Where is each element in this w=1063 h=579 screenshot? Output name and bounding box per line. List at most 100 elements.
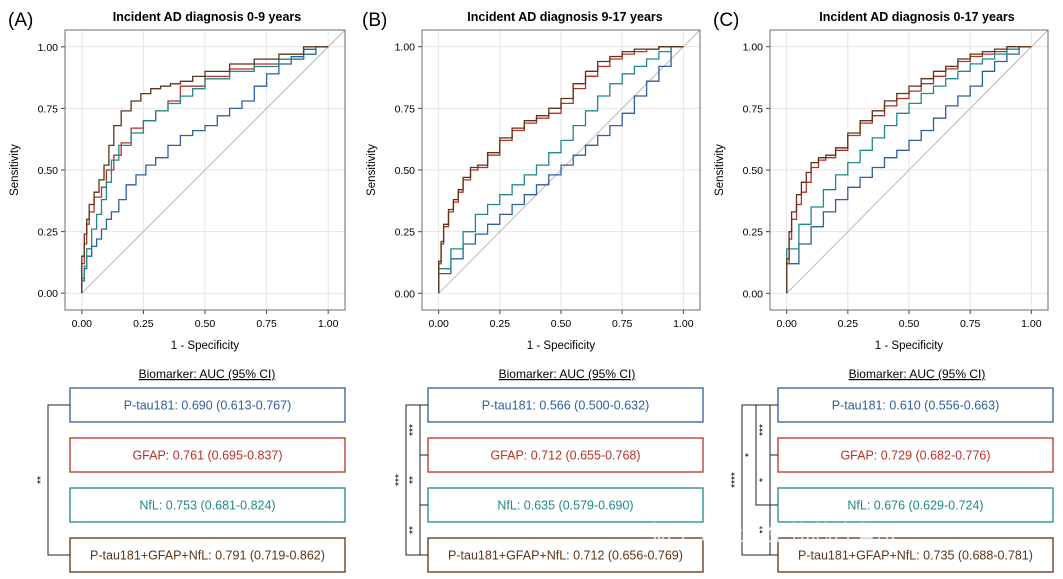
panel-b-roc-ptau xyxy=(438,46,684,294)
panel-c-xtick-label-2: 0.50 xyxy=(899,318,920,330)
panel-a-legend-label-gfap: GFAP: 0.761 (0.695-0.837) xyxy=(132,449,282,463)
panel-b-legend: P-tau181: 0.566 (0.500-0.632) GFAP: 0.712… xyxy=(394,387,704,573)
panel-b-ytick-label-2: 0.50 xyxy=(395,165,416,177)
panel-b-plot: 0.00 0.00 0.25 0.25 0.50 0.50 0.75 0.75 1.00 1.00… xyxy=(366,29,701,352)
panel-a-title: Incident AD diagnosis 0-9 years xyxy=(113,10,302,24)
panel-a-ylabel: Sensitivity xyxy=(9,144,21,196)
panel-b-legend-box-gfap xyxy=(427,437,704,473)
panel-c-reference-line xyxy=(786,29,1049,294)
panel-c-legend-header: Biomarker: AUC (95% CI) xyxy=(849,367,986,381)
panel-a-plot: 0.00 0.00 0.25 0.25 0.50 0.50 0.75 0.75 1.00 1.00… xyxy=(9,29,346,352)
panel-a-plot-frame xyxy=(64,29,346,311)
panel-a-legend-label-ptau: P-tau181: 0.690 (0.613-0.767) xyxy=(124,399,291,413)
panel-c-legend-label-gfap: GFAP: 0.729 (0.682-0.776) xyxy=(840,449,990,463)
panel-c-roc-nfl xyxy=(786,46,1032,294)
panel-c-ytick-label-3: 0.75 xyxy=(743,103,764,115)
watermark-text: 知乎 @上海生物芯片有限... xyxy=(650,521,917,546)
panel-a-legend-box-gfap xyxy=(69,437,346,473)
panel-c-comparison-bracket-1 xyxy=(769,454,778,506)
panel-b-significance-stars-1: ** xyxy=(408,476,419,484)
panel-a-ytick-label-2: 0.50 xyxy=(38,165,59,177)
panel-b-legend-label-ptau: P-tau181: 0.566 (0.500-0.632) xyxy=(482,399,649,413)
panel-c-legend-label-combo: P-tau181+GFAP+NfL: 0.735 (0.688-0.781) xyxy=(798,549,1033,563)
panel-c-legend: P-tau181: 0.610 (0.556-0.663) GFAP: 0.729… xyxy=(730,387,1054,573)
panel-b-comparison-bracket-2 xyxy=(419,504,428,556)
panel-b-comparison-bracket-3 xyxy=(405,404,428,556)
panel-a-legend-header: Biomarker: AUC (95% CI) xyxy=(139,367,276,381)
panel-b-plot-frame xyxy=(421,29,701,311)
panel-b-xlabel: 1 - Specificity xyxy=(527,340,596,352)
panel-b: (B) Incident AD diagnosis 9-17 years 0.0… xyxy=(362,10,704,573)
panel-a-xtick-label-4: 1.00 xyxy=(318,318,339,330)
panel-a-roc-combo xyxy=(81,46,329,294)
panel-b-legend-label-gfap: GFAP: 0.712 (0.655-0.768) xyxy=(490,449,640,463)
panel-c-ytick-label-4: 1.00 xyxy=(743,42,764,54)
panel-a-legend-box-nfl xyxy=(69,487,346,523)
panel-b-xtick-label-3: 0.75 xyxy=(612,318,633,330)
panel-c-roc-ptau xyxy=(786,46,1032,294)
panel-c-ytick-label-1: 0.25 xyxy=(743,227,764,239)
panel-b-legend-box-combo xyxy=(427,537,704,573)
panel-a-roc-nfl xyxy=(81,46,329,294)
panel-b-title: Incident AD diagnosis 9-17 years xyxy=(467,10,662,24)
panel-a-ytick-label-4: 1.00 xyxy=(38,42,59,54)
panel-c-significance-stars-4: **** xyxy=(730,472,741,488)
panel-a-roc-ptau xyxy=(81,46,329,294)
panel-b-legend-label-nfl: NfL: 0.635 (0.579-0.690) xyxy=(497,499,633,513)
panel-b-significance-stars-2: ** xyxy=(408,526,419,534)
panel-b-xtick-label-2: 0.50 xyxy=(551,318,572,330)
panel-a-xtick-label-2: 0.50 xyxy=(195,318,216,330)
panel-a-legend-label-combo: P-tau181+GFAP+NfL: 0.791 (0.719-0.862) xyxy=(90,549,325,563)
panel-c-comparison-bracket-4 xyxy=(741,404,778,556)
panel-a-significance-stars-0: ** xyxy=(36,476,47,484)
panel-a-xtick-label-1: 0.25 xyxy=(133,318,154,330)
panel-c-letter: (C) xyxy=(713,10,739,31)
panel-b-roc-combo xyxy=(438,46,684,294)
panel-b-comparison-bracket-1 xyxy=(419,454,428,506)
panel-a-legend: P-tau181: 0.690 (0.613-0.767) GFAP: 0.761… xyxy=(36,387,346,573)
panel-b-ytick-label-3: 0.75 xyxy=(395,103,416,115)
panel-c-significance-stars-1: * xyxy=(758,478,769,482)
panel-b-ytick-label-4: 1.00 xyxy=(395,42,416,54)
panel-a-legend-box-combo xyxy=(69,537,346,573)
panel-a-xtick-label-0: 0.00 xyxy=(72,318,93,330)
panel-c-xtick-label-0: 0.00 xyxy=(776,318,797,330)
panel-b-significance-stars-3: *** xyxy=(394,474,405,486)
panel-a-comparison-bracket-0 xyxy=(47,404,70,556)
panel-b-ylabel: Sensitivity xyxy=(366,144,378,196)
panel-c-ylabel: Sensitivity xyxy=(714,144,726,196)
panel-c-legend-label-nfl: NfL: 0.676 (0.629-0.724) xyxy=(847,499,983,513)
panel-c-significance-stars-2: ** xyxy=(758,526,769,534)
panel-b-roc-nfl xyxy=(438,46,684,294)
panel-c-plot-frame xyxy=(769,29,1049,311)
panel-c-significance-stars-3: * xyxy=(744,453,755,457)
panel-b-reference-line xyxy=(438,29,701,294)
panel-a-ytick-label-0: 0.00 xyxy=(38,288,59,300)
panel-b-ytick-label-1: 0.25 xyxy=(395,227,416,239)
panel-a-ytick-label-1: 0.25 xyxy=(38,227,59,239)
panel-c-legend-box-combo xyxy=(777,537,1054,573)
panel-c-ytick-label-0: 0.00 xyxy=(743,288,764,300)
panel-c-legend-box-nfl xyxy=(777,487,1054,523)
panel-b-legend-label-combo: P-tau181+GFAP+NfL: 0.712 (0.656-0.769) xyxy=(448,549,683,563)
panel-b-xtick-label-1: 0.25 xyxy=(490,318,511,330)
panel-b-significance-stars-0: *** xyxy=(408,424,419,436)
panel-a: (A) Incident AD diagnosis 0-9 years 0.00… xyxy=(8,10,346,573)
panel-a-legend-label-nfl: NfL: 0.753 (0.681-0.824) xyxy=(139,499,275,513)
panel-a-xtick-label-3: 0.75 xyxy=(256,318,277,330)
panel-b-ytick-label-0: 0.00 xyxy=(395,288,416,300)
panel-c-xlabel: 1 - Specificity xyxy=(875,340,944,352)
panel-a-xlabel: 1 - Specificity xyxy=(171,340,240,352)
panel-c-title: Incident AD diagnosis 0-17 years xyxy=(819,10,1014,24)
panel-b-legend-box-nfl xyxy=(427,487,704,523)
panel-c-xtick-label-3: 0.75 xyxy=(960,318,981,330)
panel-c-xtick-label-1: 0.25 xyxy=(838,318,859,330)
panel-c-comparison-bracket-0 xyxy=(769,404,778,456)
panel-b-xtick-label-4: 1.00 xyxy=(673,318,694,330)
panel-c-roc-combo xyxy=(786,46,1032,294)
panel-a-letter: (A) xyxy=(8,10,33,31)
panel-b-xtick-label-0: 0.00 xyxy=(428,318,449,330)
panel-b-letter: (B) xyxy=(362,10,387,31)
panel-b-legend-box-ptau xyxy=(427,387,704,423)
